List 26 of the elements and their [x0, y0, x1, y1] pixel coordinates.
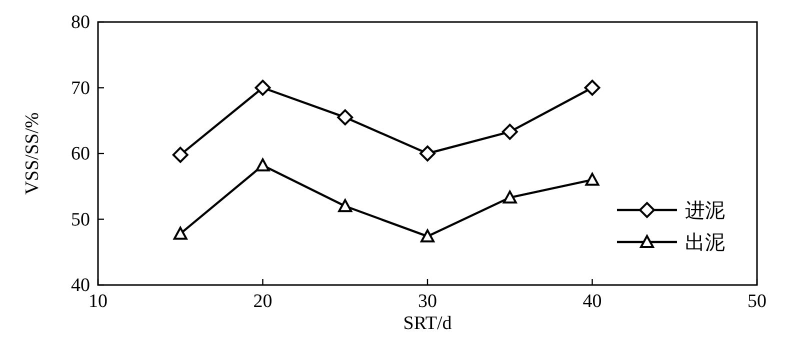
point — [502, 124, 518, 140]
point — [256, 158, 270, 172]
y-tick-label: 50 — [71, 209, 90, 230]
y-tick-label: 40 — [71, 275, 90, 296]
point — [173, 226, 188, 240]
legend-label: 进泥 — [685, 200, 725, 222]
point — [502, 190, 517, 204]
y-axis-title: VSS/SS/% — [22, 112, 43, 195]
legend-label: 出泥 — [685, 232, 725, 254]
point — [585, 172, 600, 186]
x-tick-label: 50 — [748, 291, 766, 312]
point — [172, 146, 188, 163]
point — [338, 199, 352, 212]
x-axis-title: SRT/d — [403, 313, 452, 334]
x-tick-label: 30 — [418, 291, 437, 312]
point — [254, 80, 271, 96]
y-tick-label: 70 — [71, 78, 90, 99]
y-tick-label: 60 — [71, 144, 90, 164]
x-tick-label: 40 — [582, 291, 602, 312]
point — [337, 109, 354, 126]
x-tick-label: 20 — [253, 291, 272, 312]
point — [420, 146, 436, 162]
point — [420, 229, 434, 242]
y-tick-label: 80 — [71, 12, 90, 33]
point — [584, 80, 600, 96]
x-tick-label: 10 — [88, 291, 108, 312]
